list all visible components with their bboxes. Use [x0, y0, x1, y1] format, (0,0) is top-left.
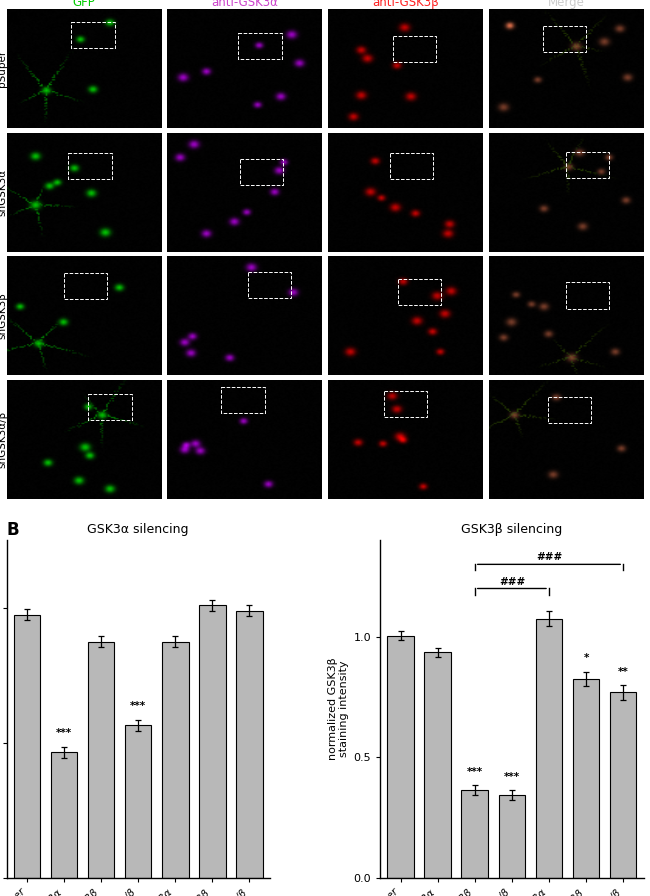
- Bar: [88, 642, 114, 878]
- Bar: [393, 37, 436, 63]
- Title: GSK3α silencing: GSK3α silencing: [87, 523, 189, 537]
- Title: anti-GSK3β: anti-GSK3β: [372, 0, 439, 9]
- Y-axis label: shGSK3α: shGSK3α: [0, 168, 7, 216]
- Bar: [610, 693, 636, 878]
- Bar: [543, 26, 586, 52]
- Bar: [566, 151, 610, 177]
- Bar: [125, 726, 151, 878]
- Bar: [72, 22, 115, 48]
- Bar: [162, 642, 188, 878]
- Title: GFP: GFP: [72, 0, 95, 9]
- Text: A: A: [6, 11, 20, 29]
- Bar: [222, 387, 265, 413]
- Text: ***: ***: [467, 767, 483, 777]
- Bar: [566, 282, 610, 308]
- Text: ###: ###: [499, 576, 525, 587]
- Bar: [398, 279, 441, 305]
- Text: ***: ***: [504, 771, 520, 781]
- Y-axis label: shGSK3α/β: shGSK3α/β: [0, 410, 7, 468]
- Bar: [51, 753, 77, 878]
- Y-axis label: normalized GSK3β
staining intensity: normalized GSK3β staining intensity: [328, 658, 350, 761]
- Bar: [236, 610, 263, 878]
- Bar: [239, 33, 281, 59]
- Text: ***: ***: [130, 701, 146, 711]
- Bar: [240, 159, 283, 185]
- Bar: [548, 397, 591, 423]
- Bar: [462, 790, 488, 878]
- Bar: [88, 394, 132, 420]
- Title: anti-GSK3α: anti-GSK3α: [211, 0, 278, 9]
- Text: *: *: [583, 653, 589, 663]
- Text: **: **: [618, 667, 629, 676]
- Bar: [387, 635, 414, 878]
- Bar: [573, 679, 599, 878]
- Y-axis label: pSuper: pSuper: [0, 50, 7, 87]
- Bar: [14, 615, 40, 878]
- Text: ***: ***: [56, 728, 72, 737]
- Bar: [384, 391, 427, 417]
- Title: GSK3β silencing: GSK3β silencing: [462, 523, 562, 537]
- Title: Merge: Merge: [548, 0, 584, 9]
- Bar: [390, 153, 434, 179]
- Bar: [424, 652, 451, 878]
- Bar: [499, 795, 525, 878]
- Bar: [199, 605, 226, 878]
- Text: ###: ###: [536, 553, 562, 563]
- Text: B: B: [6, 521, 19, 539]
- Bar: [536, 618, 562, 878]
- Bar: [248, 271, 291, 297]
- Bar: [64, 273, 107, 299]
- Bar: [68, 153, 112, 179]
- Y-axis label: shGSK3β: shGSK3β: [0, 292, 7, 340]
